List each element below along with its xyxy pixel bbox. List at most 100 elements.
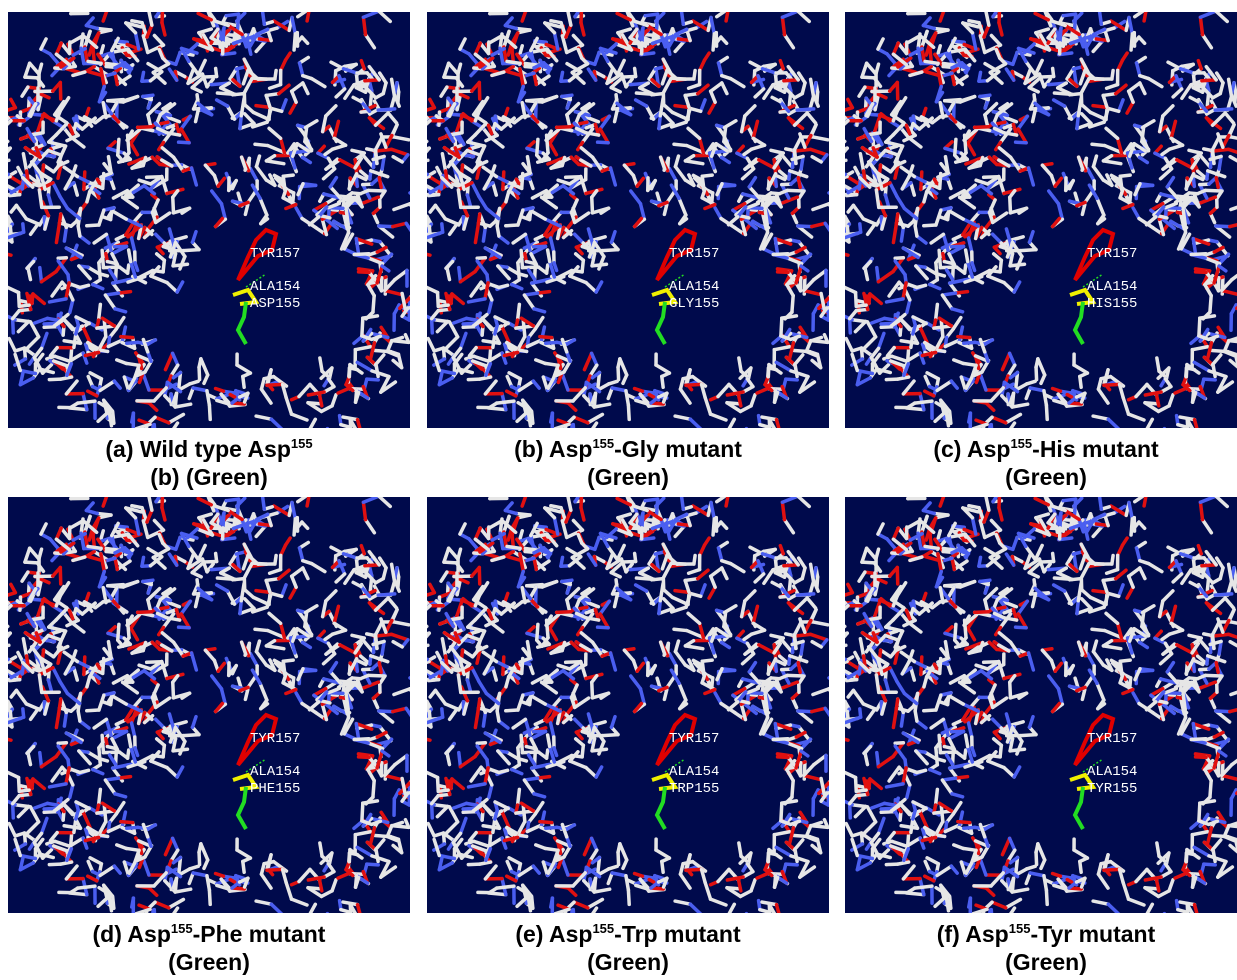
bond [725,121,736,128]
bond [626,391,628,405]
bond [380,558,386,568]
bond [925,61,938,63]
bond [71,348,72,363]
bond [240,116,241,129]
bond [332,880,336,891]
bond [856,293,857,307]
bond [275,71,276,80]
bond [165,353,172,369]
bond [925,267,936,273]
bond [896,214,898,229]
bond [303,669,316,671]
bond [715,208,721,219]
bond [1063,14,1075,16]
bond [26,219,38,224]
bond [1168,62,1180,69]
bond [435,205,445,218]
bond [1173,89,1181,97]
bond [169,899,184,907]
bond [705,205,715,209]
bond [330,663,336,672]
residue-label: ALA154 [1087,279,1137,295]
bond [850,319,851,333]
bond [255,144,268,145]
bond [728,419,734,428]
bond [535,318,543,330]
bond [852,320,866,322]
bond [1203,35,1212,48]
bond [999,148,1010,157]
bond [292,18,295,34]
bond [74,334,76,347]
bond [308,877,324,880]
bond [269,128,281,138]
bond [545,363,558,365]
bond [320,395,322,406]
bond [999,23,1002,35]
bond [690,419,701,428]
bond [99,695,104,710]
bond [757,389,767,393]
bond [149,497,152,510]
bond [558,180,569,184]
bond [279,570,289,578]
bond [1219,266,1226,271]
bond [865,268,867,279]
bond [343,902,357,905]
bond [392,610,397,621]
bond [444,77,456,78]
bond [890,183,897,196]
bond [121,822,133,823]
bond [920,326,927,342]
bond [1216,12,1227,21]
bond [864,262,871,269]
bond [64,227,66,241]
molecule [8,497,410,913]
bond [149,12,152,25]
bond [25,77,37,78]
bond [812,223,825,226]
bond [163,745,164,757]
bond [964,342,975,343]
bond [521,250,522,267]
bond [105,295,115,309]
bond [444,63,449,77]
bond [13,804,14,818]
caption-text: -Gly mutant [614,436,742,462]
bond [952,309,963,312]
bond [681,12,683,24]
bond [209,405,210,419]
bond [845,285,856,292]
bond [1190,97,1198,101]
bond [312,564,325,572]
bond [942,293,955,295]
bond [939,250,940,267]
bond [379,497,390,506]
bond [1097,198,1104,215]
bond [58,258,66,259]
bond [86,18,93,26]
bond [524,293,537,295]
bond [1010,197,1011,212]
bond [99,263,100,280]
bond [192,653,197,670]
bond [83,326,90,342]
bond [1213,113,1226,125]
bond [205,650,214,660]
bond [811,341,828,343]
bond [1167,178,1173,187]
bond [88,752,99,758]
bond [139,180,150,184]
bond [326,591,336,601]
bond [550,143,557,154]
bond [238,14,239,29]
bond [26,704,38,709]
bond [269,594,270,605]
bond [362,318,363,336]
bond [885,195,888,206]
bond [711,18,714,34]
bond [1029,88,1038,92]
bond [893,43,898,54]
bond [362,639,373,652]
bond [792,296,793,312]
